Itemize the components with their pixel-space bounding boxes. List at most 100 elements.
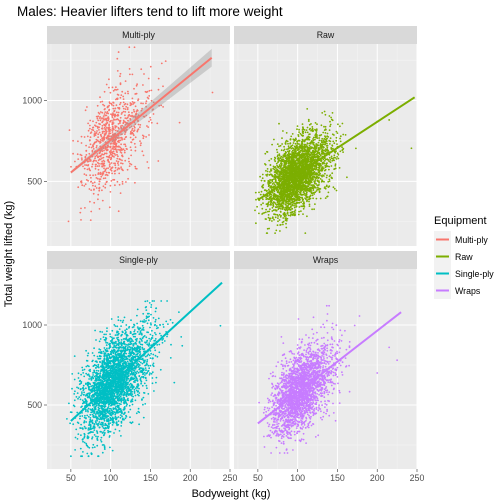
scatter-point [285,173,287,175]
scatter-point [287,214,290,217]
scatter-point [114,184,116,187]
scatter-point [95,121,98,124]
scatter-point [146,125,148,127]
scatter-point [333,187,336,190]
scatter-point [285,204,288,207]
scatter-point [109,446,111,449]
scatter-point [97,119,100,122]
scatter-point [112,127,115,129]
scatter-point [84,156,87,159]
scatter-point [277,220,279,223]
scatter-point [114,107,117,110]
scatter-point [325,184,328,187]
scatter-point [293,210,296,213]
scatter-point [110,119,112,122]
scatter-point [144,376,147,379]
scatter-point [144,90,147,93]
scatter-point [152,113,155,115]
scatter-point [303,184,306,187]
scatter-point [76,153,79,156]
scatter-point [117,155,119,158]
scatter-point [264,218,267,220]
scatter-point [108,128,111,130]
scatter-point [306,147,309,149]
scatter-point [290,197,292,200]
scatter-point [114,166,117,169]
scatter-point [335,130,338,133]
scatter-point [134,136,137,139]
scatter-point [98,340,101,343]
scatter-point [261,173,264,176]
scatter-point [105,112,108,114]
scatter-point [277,215,279,217]
scatter-point [86,168,89,171]
scatter-point [107,106,110,108]
scatter-point [317,186,319,189]
scatter-point [278,153,281,156]
scatter-point [301,186,304,188]
scatter-point [297,165,300,167]
scatter-point [133,142,136,145]
scatter-point [323,162,326,165]
scatter-point [293,206,296,209]
scatter-point [106,126,108,129]
scatter-point [271,183,274,185]
scatter-point [134,123,137,126]
scatter-point [300,140,303,143]
scatter-point [96,139,99,142]
scatter-point [290,214,292,216]
scatter-point [305,175,308,178]
scatter-point [268,196,271,199]
scatter-point [127,119,129,122]
scatter-point [108,145,110,148]
scatter-point [282,160,285,163]
scatter-point [289,203,291,206]
scatter-point [282,223,284,226]
scatter-point [331,172,334,175]
scatter-point [110,156,113,159]
scatter-point [116,168,119,171]
scatter-point [104,186,107,189]
scatter-point [312,175,315,178]
scatter-point [77,158,80,161]
scatter-point [117,51,120,53]
scatter-point [93,135,96,137]
scatter-point [341,149,344,152]
scatter-point [89,136,92,139]
scatter-point [312,136,315,139]
scatter-point [273,197,276,200]
scatter-point [300,173,302,176]
scatter-point [278,122,280,125]
scatter-point [271,206,274,209]
scatter-point [262,198,264,201]
scatter-point [331,159,334,162]
scatter-point [334,164,337,167]
scatter-point [129,118,132,121]
scatter-point [326,158,329,161]
scatter-point [304,232,307,235]
scatter-point [314,133,317,136]
scatter-point [123,138,126,141]
scatter-point [101,124,104,127]
scatter-point [110,162,113,164]
scatter-point [86,106,88,108]
scatter-point [123,149,126,152]
scatter-point [296,149,299,152]
scatter-point [76,438,79,440]
scatter-point [111,86,114,89]
scatter-point [280,177,283,180]
scatter-point [83,185,86,187]
scatter-point [124,108,127,110]
scatter-point [280,202,283,205]
scatter-point [99,96,101,99]
scatter-point [145,100,148,103]
scatter-point [84,109,87,112]
scatter-point [276,224,279,227]
scatter-point [269,164,272,167]
scatter-point [116,70,119,72]
scatter-point [108,108,111,111]
scatter-point [140,109,143,112]
scatter-point [302,150,305,152]
scatter-point [99,149,102,152]
scatter-point [99,111,102,113]
